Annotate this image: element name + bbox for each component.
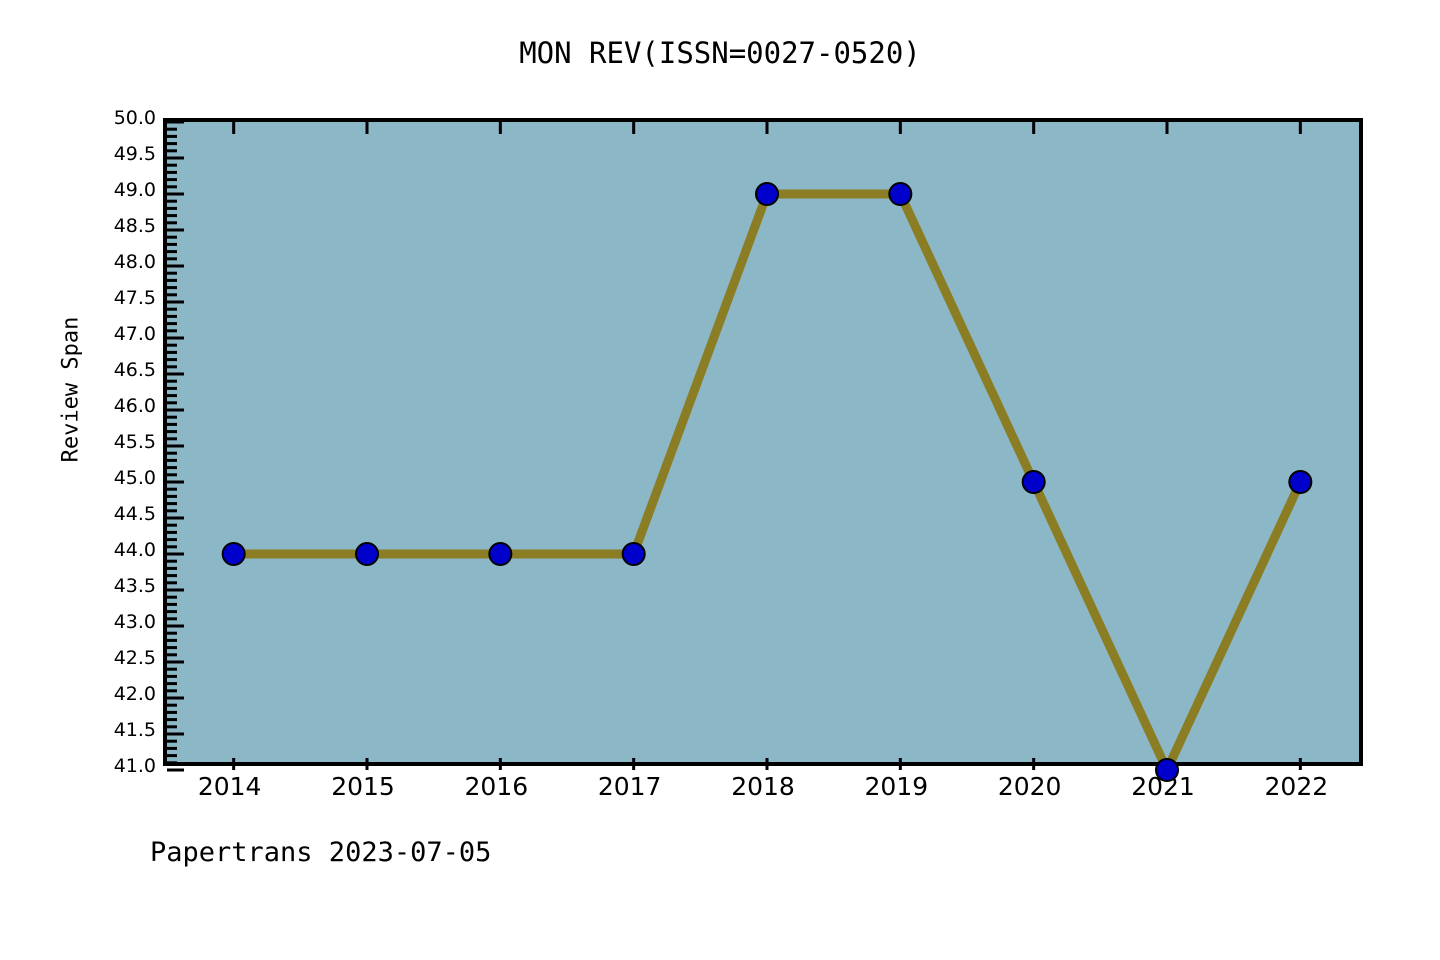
y-tick-label: 42.0 [113,683,156,705]
y-tick-label: 47.0 [113,323,156,345]
y-axis-minor-ticks [167,127,177,765]
y-tick-label: 45.5 [113,431,156,453]
y-tick-label: 50.0 [113,107,156,129]
data-marker [621,542,646,566]
y-tick-label: 44.0 [113,539,156,561]
y-tick-label: 48.5 [113,215,156,237]
y-tick-label: 41.0 [113,755,156,777]
y-tick-label: 49.5 [113,143,156,165]
x-tick-label: 2022 [1264,772,1329,801]
y-axis-major-ticks [167,120,184,772]
y-tick-label: 49.0 [113,179,156,201]
data-marker [1288,470,1313,494]
y-tick-label: 45.0 [113,467,156,489]
data-marker [488,542,513,566]
x-tick-label: 2014 [197,772,262,801]
plot-svg [167,120,1313,782]
data-marker [1155,758,1179,782]
plot-area [163,118,1363,782]
data-line [233,189,1305,781]
y-tick-label: 47.5 [113,287,156,309]
y-axis-title: Review Span [58,316,84,463]
data-marker [755,182,779,206]
x-axis-major-ticks [232,122,1302,770]
y-tick-label: 41.5 [113,719,156,741]
y-tick-label: 48.0 [113,251,156,273]
data-markers [221,182,1313,782]
x-tick-label: 2019 [864,772,929,801]
x-tick-label: 2016 [464,772,529,801]
footer-note: Papertrans 2023-07-05 [150,837,492,868]
x-tick-label: 2015 [331,772,395,801]
x-tick-label: 2018 [731,772,795,801]
y-tick-label: 43.5 [113,575,156,597]
y-tick-label: 42.5 [113,647,156,669]
y-tick-label: 44.5 [113,503,156,525]
data-marker [221,542,246,566]
data-marker [1021,470,1046,494]
y-tick-label: 46.5 [113,359,156,381]
x-tick-label: 2020 [997,772,1062,801]
chart-title: MON REV(ISSN=0027-0520) [519,36,921,70]
y-tick-label: 46.0 [113,395,156,417]
x-tick-label: 2017 [597,772,662,801]
data-marker [355,542,379,566]
data-marker [888,182,913,206]
y-tick-label: 43.0 [113,611,156,633]
